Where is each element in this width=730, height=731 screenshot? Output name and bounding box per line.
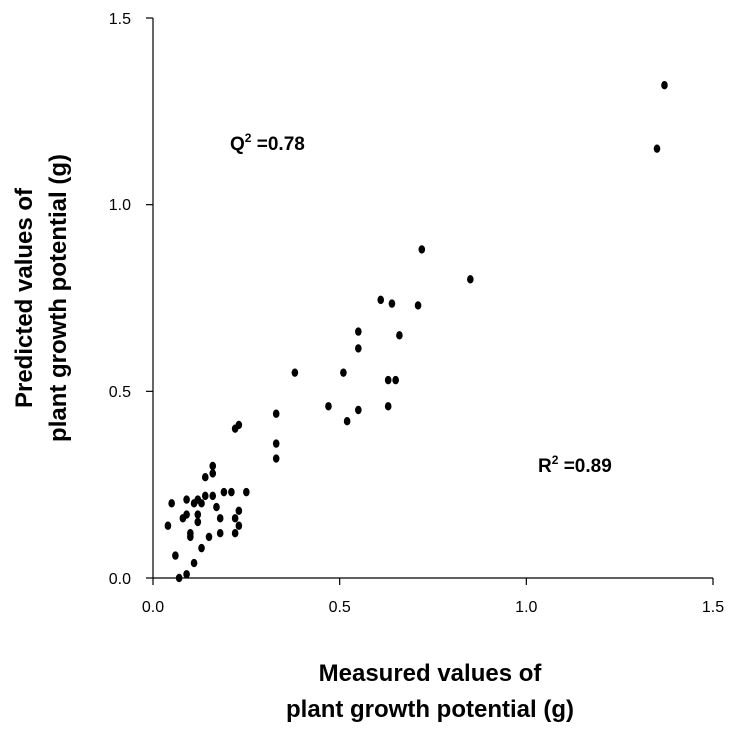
data-point: [396, 331, 403, 340]
data-point: [272, 409, 280, 418]
q2-annotation: Q2 =0.78: [230, 131, 305, 155]
data-point: [467, 275, 474, 284]
data-point: [216, 514, 224, 523]
data-point: [661, 81, 668, 90]
data-point: [384, 402, 392, 411]
data-point: [228, 487, 235, 497]
data-point: [243, 487, 250, 497]
data-point: [201, 491, 209, 501]
data-point: [168, 499, 175, 508]
data-point: [235, 521, 243, 530]
data-point: [164, 521, 172, 530]
data-point: [216, 529, 224, 538]
data-point: [343, 417, 351, 426]
data-point: [194, 510, 202, 519]
data-point: [653, 144, 661, 153]
x-tick-label: 1.0: [515, 599, 537, 616]
data-point: [183, 570, 190, 579]
data-point: [272, 454, 280, 463]
data-point: [388, 299, 396, 308]
data-point: [414, 301, 422, 310]
data-point: [392, 375, 399, 385]
y-tick-label: 1.5: [109, 11, 131, 28]
data-point: [194, 517, 202, 527]
y-axis-title-line1: Predicted values of: [11, 187, 38, 408]
data-point: [172, 551, 179, 560]
data-point: [291, 368, 299, 377]
x-tick-label: 0.5: [329, 599, 351, 616]
data-point: [209, 461, 217, 471]
data-point: [201, 473, 209, 482]
data-points: [164, 81, 668, 583]
data-point: [198, 543, 205, 553]
r2-annotation: R2 =0.89: [538, 453, 612, 477]
data-point: [231, 514, 239, 523]
data-point: [377, 295, 385, 305]
data-point: [231, 424, 239, 433]
data-point: [183, 510, 190, 519]
y-tick-label: 0.5: [109, 384, 131, 401]
data-point: [220, 487, 228, 497]
data-point: [187, 532, 194, 542]
data-point: [198, 499, 205, 508]
data-point: [235, 506, 243, 515]
data-point: [209, 469, 217, 478]
data-point: [190, 558, 198, 568]
data-point: [355, 327, 362, 336]
y-tick-label: 0.0: [109, 571, 131, 588]
data-point: [340, 368, 347, 377]
data-point: [355, 344, 362, 353]
x-tick-label: 0.0: [142, 599, 164, 616]
data-point: [384, 375, 392, 385]
y-tick-label: 1.0: [109, 197, 131, 214]
x-axis-title-line1: Measured values of: [319, 660, 543, 687]
data-point: [205, 532, 213, 542]
data-point: [175, 573, 183, 583]
data-point: [272, 439, 280, 448]
data-point: [209, 491, 217, 501]
data-point: [355, 405, 362, 415]
data-point: [183, 495, 190, 504]
data-point: [213, 502, 220, 512]
y-axis-title-line2: plant growth potential (g): [45, 154, 72, 442]
x-tick-label: 1.5: [702, 599, 724, 616]
data-point: [325, 402, 332, 411]
data-point: [231, 529, 239, 538]
axis-ticks: [146, 17, 714, 585]
data-point: [418, 245, 426, 254]
x-axis-title-line2: plant growth potential (g): [286, 696, 574, 723]
